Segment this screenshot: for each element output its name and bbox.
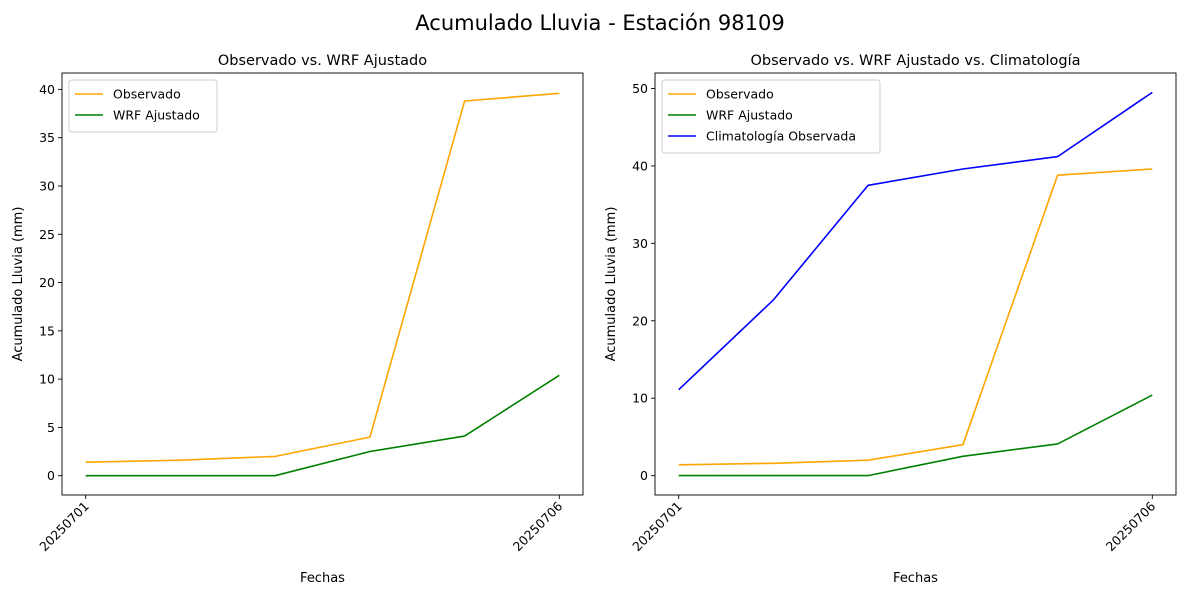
chart-0-ytick-label: 10 bbox=[39, 372, 55, 387]
chart-1-ytick-label: 30 bbox=[632, 236, 648, 251]
chart-1-title: Observado vs. WRF Ajustado vs. Climatolo… bbox=[751, 53, 1081, 69]
chart-0-ytick-label: 30 bbox=[39, 178, 55, 193]
chart-1-ytick-label: 20 bbox=[632, 313, 648, 328]
chart-0-ytick-label: 15 bbox=[39, 323, 55, 338]
chart-0-legend-box bbox=[68, 79, 218, 133]
chart-1-ytick-label: 0 bbox=[640, 468, 648, 483]
figure-suptitle: Acumulado Lluvia - Estación 98109 bbox=[415, 11, 784, 35]
chart-1-ytick-label: 40 bbox=[632, 158, 648, 173]
chart-0-ytick-label: 0 bbox=[47, 468, 55, 483]
chart-1-xtick-label: 20250701 bbox=[629, 499, 685, 555]
chart-1-legend-label-0: Observado bbox=[706, 87, 774, 102]
chart-0-axes-frame bbox=[61, 72, 584, 496]
chart-1-series-line-0 bbox=[678, 168, 1153, 466]
chart-0-legend-label-0: Observado bbox=[113, 87, 181, 102]
chart-0-xtick-label: 20250706 bbox=[510, 498, 566, 554]
chart-1-ylabel: Acumulado Lluvia (mm) bbox=[604, 207, 619, 362]
chart-0-title: Observado vs. WRF Ajustado bbox=[218, 53, 427, 69]
chart-0-xtick-label: 20250701 bbox=[36, 499, 92, 555]
chart-1-series-line-1 bbox=[678, 394, 1153, 477]
chart-0-ytick-label: 20 bbox=[39, 275, 55, 290]
chart-0-series-line-1 bbox=[85, 374, 560, 477]
chart-0-xlabel: Fechas bbox=[300, 571, 345, 586]
chart-0-ytick-label: 35 bbox=[39, 130, 55, 145]
chart-0-legend-label-1: WRF Ajustado bbox=[113, 108, 200, 123]
chart-1-ytick-label: 50 bbox=[632, 81, 648, 96]
chart-1-series-line-2 bbox=[678, 91, 1153, 391]
chart-0-ytick-label: 40 bbox=[39, 82, 55, 97]
chart-0-ytick-label: 5 bbox=[47, 420, 55, 435]
chart-1-legend-box bbox=[661, 79, 881, 154]
chart-panel-left: Observado vs. WRF Ajustado 0 5 10 15 20 25 30 35… bbox=[11, 53, 584, 586]
chart-1-legend-label-2: Climatología Observada bbox=[706, 129, 856, 144]
chart-1-ytick-label: 10 bbox=[632, 391, 648, 406]
chart-0-series-line-0 bbox=[85, 92, 560, 463]
chart-panel-right: Observado vs. WRF Ajustado vs. Climatolo… bbox=[604, 53, 1177, 586]
chart-1-xlabel: Fechas bbox=[893, 571, 938, 586]
chart-1-axes-frame bbox=[654, 72, 1177, 496]
chart-0-ylabel: Acumulado Lluvia (mm) bbox=[11, 207, 26, 362]
chart-1-xtick-label: 20250706 bbox=[1103, 498, 1159, 554]
chart-1-legend-label-1: WRF Ajustado bbox=[706, 108, 793, 123]
chart-0-ytick-label: 25 bbox=[39, 227, 55, 242]
